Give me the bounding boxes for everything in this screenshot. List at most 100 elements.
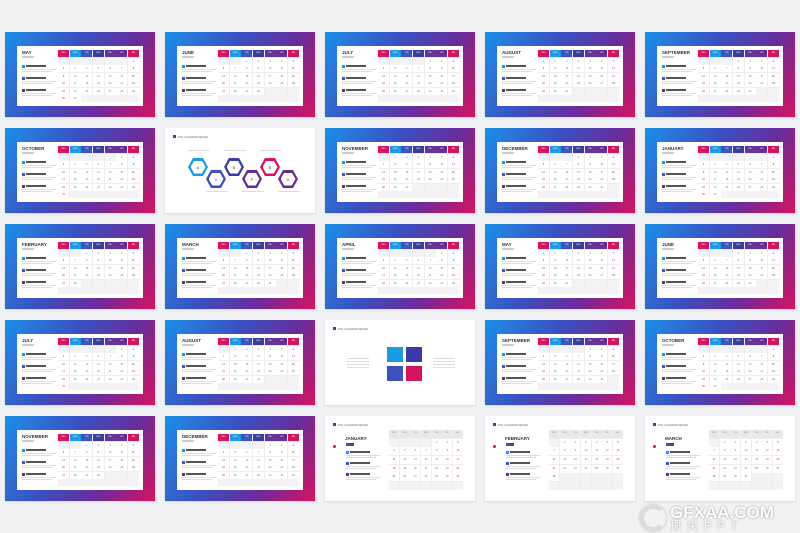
day-cell: 31 — [452, 473, 463, 482]
slide-thumbnail[interactable]: AUGUST SUN MON TUE WED THU FRI SAT 1 2 3 4 5 6 7 8 9 10 11… — [485, 32, 635, 117]
slide-thumbnail[interactable]: NOVEMBER SUN MON TUE WED THU FRI SAT 1 2 3 4 5 6 7 8 9 10… — [5, 416, 155, 501]
event-item — [22, 77, 58, 87]
slide-thumbnail[interactable]: SEPTEMBER SUN MON TUE WED THU FRI SAT 1 2 3 4 5 6 7 8 9 1… — [645, 32, 795, 117]
event-text — [342, 83, 372, 84]
event-item — [182, 77, 218, 87]
day-cell: 26 — [732, 183, 745, 191]
day-cell: 23 — [744, 272, 756, 279]
slide-thumbnail[interactable]: JUNE SUN MON TUE WED THU FRI SAT 1 2 3 4 5 6 7 8 9 10 11 12… — [645, 224, 795, 309]
slide-thumbnail[interactable]: SEPTEMBER SUN MON TUE WED THU FRI SAT 1 2 3 4 5 6 7 8 9 1… — [485, 320, 635, 405]
month-subtitle — [22, 248, 34, 250]
weekday-header: WED — [412, 50, 425, 57]
weekday-header: MON — [549, 242, 561, 249]
day-cell — [559, 481, 570, 490]
day-cell: 4 — [572, 57, 585, 65]
event-text — [662, 381, 696, 382]
event-title — [186, 77, 206, 79]
day-cell: 9 — [436, 65, 448, 72]
slide-thumbnail[interactable]: FEBRUARY SUN MON TUE WED THU FRI SAT 1 2 3 4 5 6 7 8 9 10… — [5, 224, 155, 309]
day-cell: 13 — [744, 360, 756, 368]
slide-thumbnail[interactable]: OCTOBER SUN MON TUE WED THU FRI SAT 1 2 3 4 5 6 7 8 9 10 1… — [5, 128, 155, 213]
day-cell: 6 — [596, 57, 608, 65]
hexagon-icon: B — [226, 160, 242, 174]
slide-thumbnail[interactable]: MARCH SUN MON TUE WED THU FRI SAT 1 2 3 4 5 6 7 8 9 10 11 1… — [165, 224, 315, 309]
weekday-header: SAT — [287, 242, 299, 249]
event-text — [662, 287, 692, 288]
event-text — [22, 285, 56, 286]
slide-thumbnail[interactable]: APRIL SUN MON TUE WED THU FRI SAT 1 2 3 4 5 6 7 8 9 10 11 1… — [325, 224, 475, 309]
slide-thumbnail[interactable]: 2021 CALENDAR DESIGN — [325, 320, 475, 405]
event-text — [22, 477, 56, 478]
day-cell — [229, 479, 241, 486]
day-cell: 13 — [596, 65, 608, 72]
day-cell: 26 — [276, 368, 288, 375]
day-cell — [596, 383, 608, 390]
day-cell: 20 — [218, 272, 230, 279]
calendar-grid: SUN MON TUE WED THU FRI SAT 1 2 3 4 5 6 7 8 9 10 11 12 13 14… — [538, 338, 619, 390]
slide-thumbnail[interactable]: JUNE SUN MON TUE WED THU FRI SAT 1 2 3 4 5 6 7 8 9 10 11 12… — [165, 32, 315, 117]
day-cell: 21 — [549, 464, 560, 473]
slide-thumbnail[interactable]: DECEMBER SUN MON TUE WED THU FRI SAT 1 2 3 4 5 6 7 8 9 10… — [485, 128, 635, 213]
quadrant-box — [387, 366, 403, 381]
slide-thumbnail[interactable]: JULY SUN MON TUE WED THU FRI SAT 1 2 3 4 5 6 7 8 9 10 11 12… — [325, 32, 475, 117]
event-title — [506, 269, 526, 271]
day-cell: 16 — [92, 456, 105, 464]
day-cell — [751, 473, 762, 482]
day-cell — [698, 249, 710, 257]
slide-thumbnail[interactable]: NOVEMBER SUN MON TUE WED THU FRI SAT 1 2 3 4 5 6 7 8 9 10… — [325, 128, 475, 213]
day-cell: 15 — [389, 168, 401, 176]
day-cell — [420, 438, 432, 447]
weekday-header: THU — [424, 242, 436, 249]
day-cell: 15 — [127, 72, 139, 80]
slide-thumbnail[interactable]: 2021 CALENDAR DESIGN A V B P B D — [165, 128, 315, 213]
event-icon — [502, 185, 505, 188]
event-item — [346, 473, 382, 483]
event-text — [502, 93, 536, 94]
day-cell — [252, 95, 265, 102]
day-cell: 14 — [104, 168, 116, 176]
day-cell: 8 — [584, 353, 596, 360]
text-line — [347, 358, 369, 359]
day-cell: 30 — [92, 471, 105, 479]
weekday-header: FRI — [442, 430, 453, 439]
event-item — [342, 281, 378, 291]
slide-thumbnail[interactable]: 2021 CALENDAR DESIGN FEBRUARY SUN MON TUE WED… — [485, 416, 635, 501]
slide-thumbnail[interactable]: 2021 CALENDAR DESIGN MARCH SUN MON TUE WED THU… — [645, 416, 795, 501]
slide-thumbnail[interactable]: DECEMBER SUN MON TUE WED THU FRI SAT 1 2 3 4 5 6 7 8 9 10… — [165, 416, 315, 501]
day-cell: 25 — [69, 375, 81, 383]
event-item — [502, 89, 538, 99]
day-cell — [116, 279, 128, 287]
day-cell: 3 — [740, 438, 752, 447]
calendar-card: NOVEMBER SUN MON TUE WED THU FRI SAT 1 2 3 4 5 6 7 8 9 10… — [17, 430, 143, 490]
slide-thumbnail[interactable]: MAY SUN MON TUE WED THU FRI SAT 1 2 3 4 5 6 7 8 9 10 11 12 1… — [485, 224, 635, 309]
day-cell: 28 — [607, 80, 619, 87]
day-cell: 14 — [69, 264, 81, 272]
slide-thumbnail[interactable]: AUGUST SUN MON TUE WED THU FRI SAT 1 2 3 4 5 6 7 8 9 10 11… — [165, 320, 315, 405]
day-cell: 15 — [584, 360, 596, 368]
event-text — [342, 261, 376, 262]
event-title — [666, 161, 686, 163]
day-cell: 3 — [709, 353, 721, 360]
day-cell: 26 — [549, 375, 561, 383]
slide-thumbnail[interactable]: OCTOBER SUN MON TUE WED THU FRI SAT 1 2 3 4 5 6 7 8 9 10 1… — [645, 320, 795, 405]
day-cell: 31 — [264, 279, 276, 287]
day-cell: 13 — [709, 72, 721, 80]
event-item — [502, 353, 538, 363]
event-text — [182, 81, 216, 82]
event-title — [186, 89, 206, 91]
weekday-header: THU — [104, 338, 116, 345]
event-item — [22, 173, 58, 183]
day-cell: 3 — [561, 57, 573, 65]
slide-thumbnail[interactable]: JULY SUN MON TUE WED THU FRI SAT 1 2 3 4 5 6 7 8 9 10 11 12… — [5, 320, 155, 405]
event-text — [502, 177, 536, 178]
slide-thumbnail[interactable]: MAY SUN MON TUE WED THU FRI SAT 1 2 3 4 5 6 7 8 9 10 11 12 1… — [5, 32, 155, 117]
day-cell: 16 — [436, 72, 448, 80]
text-line — [433, 358, 455, 359]
day-cell: 16 — [698, 368, 710, 375]
slide-thumbnail[interactable]: 2021 CALENDAR DESIGN JANUARY SUN MON TUE WED T… — [325, 416, 475, 501]
step-text — [188, 150, 210, 151]
day-cell: 25 — [572, 272, 585, 279]
day-cell — [276, 375, 288, 383]
slide-thumbnail[interactable]: JANUARY SUN MON TUE WED THU FRI SAT 1 2 3 4 5 6 7 8 9 10 1… — [645, 128, 795, 213]
hexagon-step: B — [260, 158, 280, 176]
